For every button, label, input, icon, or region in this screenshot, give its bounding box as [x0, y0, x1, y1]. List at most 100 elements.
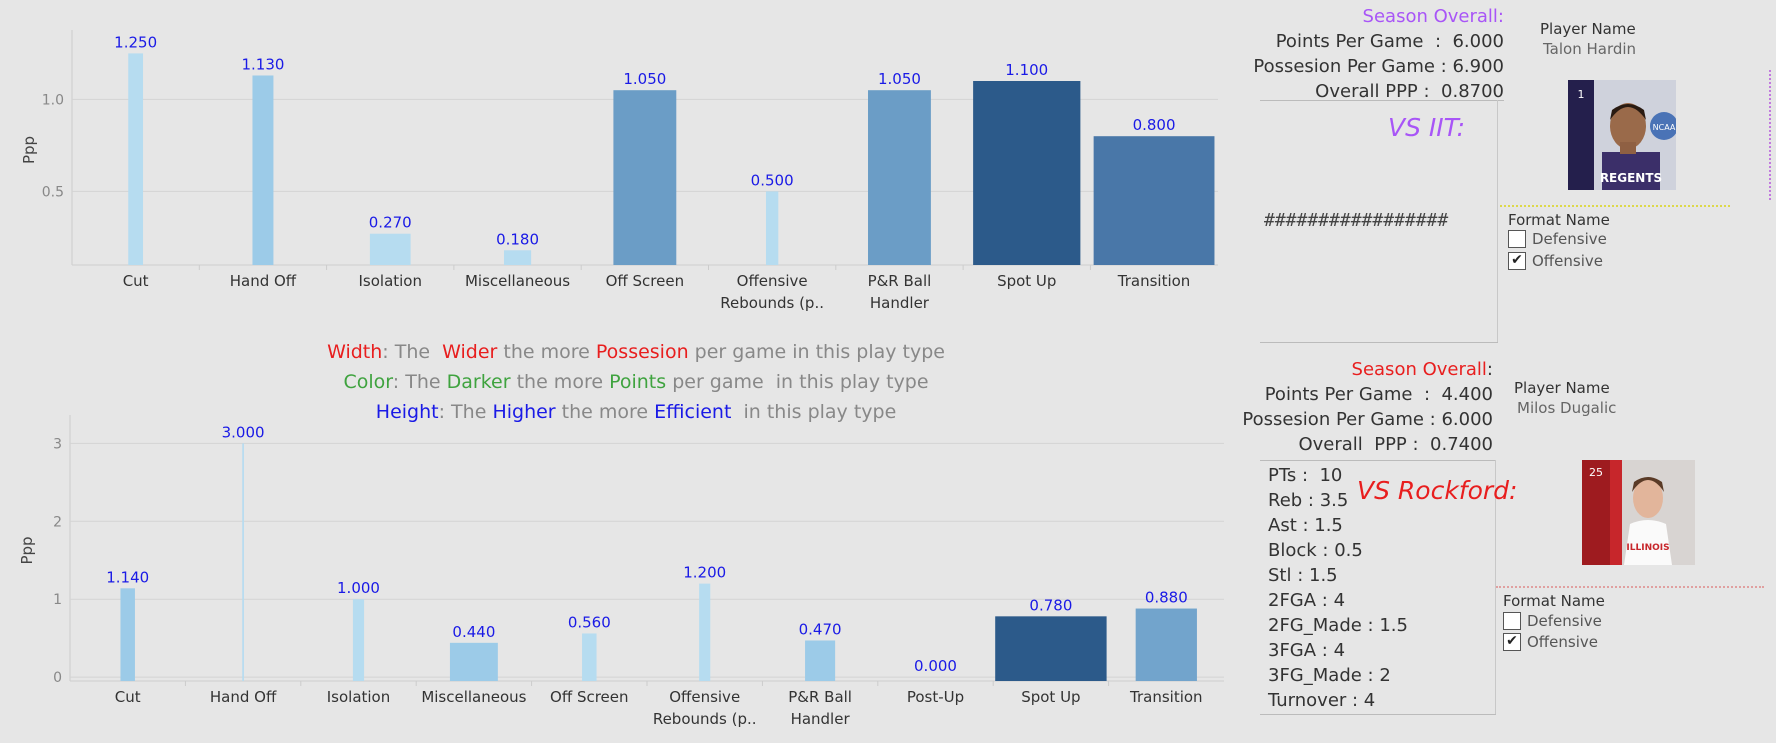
- player1-name-label: Player Name: [1540, 20, 1636, 38]
- divider: [1260, 460, 1496, 461]
- x-tick-label: P&R Ball: [788, 688, 852, 706]
- player1-format-title: Format Name: [1508, 211, 1610, 229]
- data-label: 0.000: [914, 657, 957, 675]
- legend-color: Color: The Darker the more Points per ga…: [343, 371, 929, 393]
- x-tick-label: Isolation: [327, 688, 391, 706]
- format-option-offensive[interactable]: ✔ Offensive: [1503, 633, 1598, 651]
- format-option-defensive[interactable]: Defensive: [1508, 230, 1607, 248]
- player2-photo-art: ILLINOIS 25: [1582, 460, 1695, 565]
- player1-photo: NCAA REGENTS 1: [1568, 80, 1678, 190]
- data-label: 1.130: [241, 55, 284, 73]
- bar: [765, 191, 779, 265]
- x-tick-label: Spot Up: [997, 272, 1056, 290]
- y-axis-label: Ppp: [18, 536, 36, 564]
- x-tick-label: Transition: [1117, 272, 1191, 290]
- format-option-offensive[interactable]: ✔ Offensive: [1508, 252, 1603, 270]
- x-tick-label: Miscellaneous: [465, 272, 570, 290]
- player1-name: Talon Hardin: [1543, 40, 1637, 58]
- x-tick-label: Miscellaneous: [421, 688, 526, 706]
- legend-width-key: Width: [327, 341, 383, 363]
- player2-possg: Possesion Per Game : 6.000: [1242, 409, 1493, 430]
- data-label: 0.270: [369, 214, 412, 232]
- format-option-defensive[interactable]: Defensive: [1503, 612, 1602, 630]
- data-label: 3.000: [222, 423, 265, 441]
- player2-photo: ILLINOIS 25: [1582, 460, 1695, 565]
- player1-season-title: Season Overall:: [1362, 6, 1504, 27]
- decorative-dotted-line: [1496, 586, 1764, 588]
- bar: [369, 233, 411, 265]
- checkbox-offensive[interactable]: ✔: [1508, 252, 1526, 270]
- data-label: 1.000: [337, 579, 380, 597]
- bar: [973, 81, 1081, 265]
- stat-row: Block : 0.5: [1268, 540, 1363, 561]
- player1-photo-art: NCAA REGENTS 1: [1568, 80, 1678, 190]
- x-tick-label: Rebounds (p..: [653, 710, 757, 728]
- bar: [128, 53, 144, 266]
- player1-possg: Possesion Per Game : 6.900: [1253, 56, 1504, 77]
- photo-badge-text: NCAA: [1653, 123, 1676, 132]
- x-tick-label: Isolation: [358, 272, 422, 290]
- stat-row: PTs : 10: [1268, 465, 1343, 486]
- x-tick-label: P&R Ball: [868, 272, 932, 290]
- data-label: 0.470: [799, 620, 842, 638]
- legend-height-key: Height: [375, 401, 439, 423]
- player1-vs-title: VS IIT:: [1388, 113, 1466, 142]
- legend-height: Height: The Higher the more Efficient in…: [375, 401, 897, 423]
- bar: [613, 90, 677, 265]
- data-label: 0.180: [496, 230, 539, 248]
- play-type-chart-rockford: 0 1 2 3 Ppp 1.140 Cut 3.000 Hand Off 1.000 Isolati…: [18, 415, 1224, 728]
- player2-jersey-number: 25: [1589, 466, 1603, 479]
- stat-row: 3FG_Made : 2: [1268, 665, 1391, 686]
- bar: [503, 250, 532, 265]
- bar: [582, 633, 597, 681]
- legend-width: Width: The Wider the more Possesion per …: [327, 341, 946, 363]
- legend-color-key: Color: [343, 371, 393, 393]
- x-tick-label: Handler: [870, 294, 930, 312]
- bar: [868, 90, 931, 265]
- y-tick-label: 0: [53, 670, 62, 686]
- data-label: 0.780: [1029, 596, 1072, 614]
- bar: [252, 75, 274, 265]
- player2-name-label: Player Name: [1514, 379, 1610, 397]
- player2-season-title: Season Overall:: [1351, 359, 1493, 380]
- checkbox-offensive[interactable]: ✔: [1503, 633, 1521, 651]
- checkbox-defensive[interactable]: [1503, 612, 1521, 630]
- x-tick-label: Off Screen: [550, 688, 628, 706]
- player1-hash-overflow: #################: [1264, 210, 1449, 231]
- stat-row: 2FGA : 4: [1268, 590, 1346, 611]
- photo-shirt-text: REGENTS: [1600, 171, 1662, 185]
- bar: [242, 443, 244, 681]
- data-label: 1.100: [1005, 61, 1048, 79]
- x-tick-label: Offensive: [669, 688, 740, 706]
- x-tick-label: Hand Off: [230, 272, 297, 290]
- decorative-dotted-line: [1500, 205, 1730, 207]
- bar: [805, 640, 836, 681]
- player2-stat-list: PTs : 10 Reb : 3.5 Ast : 1.5 Block : 0.5…: [1268, 463, 1408, 713]
- x-tick-label: Hand Off: [210, 688, 277, 706]
- x-tick-label: Off Screen: [606, 272, 684, 290]
- x-tick-label: Cut: [123, 272, 149, 290]
- edge-mark: [1769, 70, 1773, 200]
- x-tick-label: Rebounds (p..: [720, 294, 824, 312]
- y-axis-label: Ppp: [20, 136, 38, 164]
- bar: [699, 583, 711, 681]
- x-tick-label: Offensive: [737, 272, 808, 290]
- y-tick-label: 0.5: [42, 184, 64, 200]
- data-label: 0.440: [452, 623, 495, 641]
- data-label: 0.560: [568, 613, 611, 631]
- data-label: 1.140: [106, 568, 149, 586]
- player1-ppg: Points Per Game : 6.000: [1275, 31, 1504, 52]
- player1-jersey-number: 1: [1578, 88, 1585, 101]
- bar: [352, 599, 365, 681]
- data-label: 1.250: [114, 33, 157, 51]
- bar: [1093, 136, 1215, 265]
- y-tick-label: 1: [53, 592, 62, 608]
- data-label: 1.050: [623, 70, 666, 88]
- data-label: 0.500: [751, 171, 794, 189]
- divider: [1260, 342, 1498, 343]
- checkbox-defensive[interactable]: [1508, 230, 1526, 248]
- player2-ppp: Overall PPP : 0.7400: [1298, 434, 1493, 455]
- stat-row: Stl : 1.5: [1268, 565, 1338, 586]
- stat-row: 3FGA : 4: [1268, 640, 1346, 661]
- stat-row: 2FG_Made : 1.5: [1268, 615, 1408, 636]
